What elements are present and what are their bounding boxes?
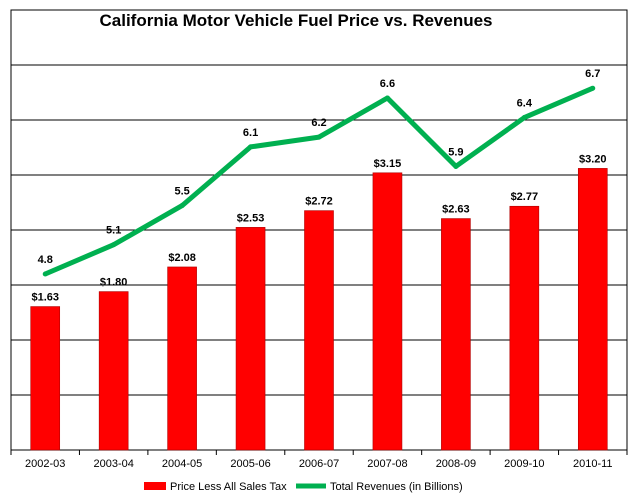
bar <box>441 218 471 451</box>
legend-label-price: Price Less All Sales Tax <box>170 481 287 493</box>
bar <box>167 266 197 451</box>
line-data-label: 6.6 <box>380 78 395 90</box>
line-series: 4.8 5.1 5.5 6.1 6.2 6.6 5.9 6.4 6.7 <box>38 68 600 277</box>
line-point <box>316 134 322 140</box>
x-axis-ticks: 2002-03 2003-04 2004-05 2005-06 2006-07 2007-… <box>10 450 628 470</box>
bar-data-label: $2.77 <box>511 191 539 203</box>
line-point <box>248 144 254 150</box>
line-data-label: 5.5 <box>174 186 189 198</box>
bar-data-label: $3.20 <box>579 153 607 165</box>
bar <box>372 172 403 451</box>
bar <box>235 227 266 451</box>
x-tick-label: 2005-06 <box>230 458 270 470</box>
x-tick-label: 2007-08 <box>367 458 407 470</box>
line-point <box>453 163 459 169</box>
line-point <box>42 271 48 277</box>
legend-label-revenues: Total Revenues (in Billions) <box>330 481 463 493</box>
bar <box>30 306 61 451</box>
legend: Price Less All Sales Tax Total Revenues … <box>144 481 463 493</box>
x-tick-label: 2008-09 <box>436 458 476 470</box>
line-point <box>111 242 117 248</box>
x-tick-label: 2003-04 <box>93 458 133 470</box>
x-tick-label: 2004-05 <box>162 458 202 470</box>
bar-data-label: $2.08 <box>168 252 196 264</box>
line-point <box>179 203 185 209</box>
bar <box>98 291 129 451</box>
line-data-label: 4.8 <box>38 254 53 266</box>
bar-series: $1.63 $1.80 $2.08 $2.53 $2.72 $3.15 $2.63 $2.77… <box>30 153 608 451</box>
bar-data-label: $1.63 <box>31 292 59 304</box>
x-tick-label: 2009-10 <box>504 458 544 470</box>
line-point <box>521 115 527 121</box>
bar-data-label: $2.63 <box>442 204 470 216</box>
line-data-label: 6.7 <box>585 68 600 80</box>
chart-title: California Motor Vehicle Fuel Price vs. … <box>99 11 492 30</box>
bar-data-label: $3.15 <box>374 158 402 170</box>
line-point <box>590 85 596 91</box>
line-data-label: 6.2 <box>311 117 326 129</box>
line-data-label: 6.4 <box>517 98 533 110</box>
line-point <box>384 95 390 101</box>
bar-data-label: $2.72 <box>305 196 333 208</box>
bar <box>577 168 608 451</box>
bar-data-label: $2.53 <box>237 212 265 224</box>
bar <box>304 210 334 451</box>
x-tick-label: 2010-11 <box>573 458 613 470</box>
x-tick-label: 2002-03 <box>25 458 65 470</box>
legend-swatch-price <box>144 482 166 490</box>
line-data-label: 6.1 <box>243 127 258 139</box>
bar <box>509 205 540 451</box>
x-tick-label: 2006-07 <box>299 458 339 470</box>
line-data-label: 5.1 <box>106 225 121 237</box>
bar-data-label: $1.80 <box>100 277 128 289</box>
line-data-label: 5.9 <box>448 146 463 158</box>
